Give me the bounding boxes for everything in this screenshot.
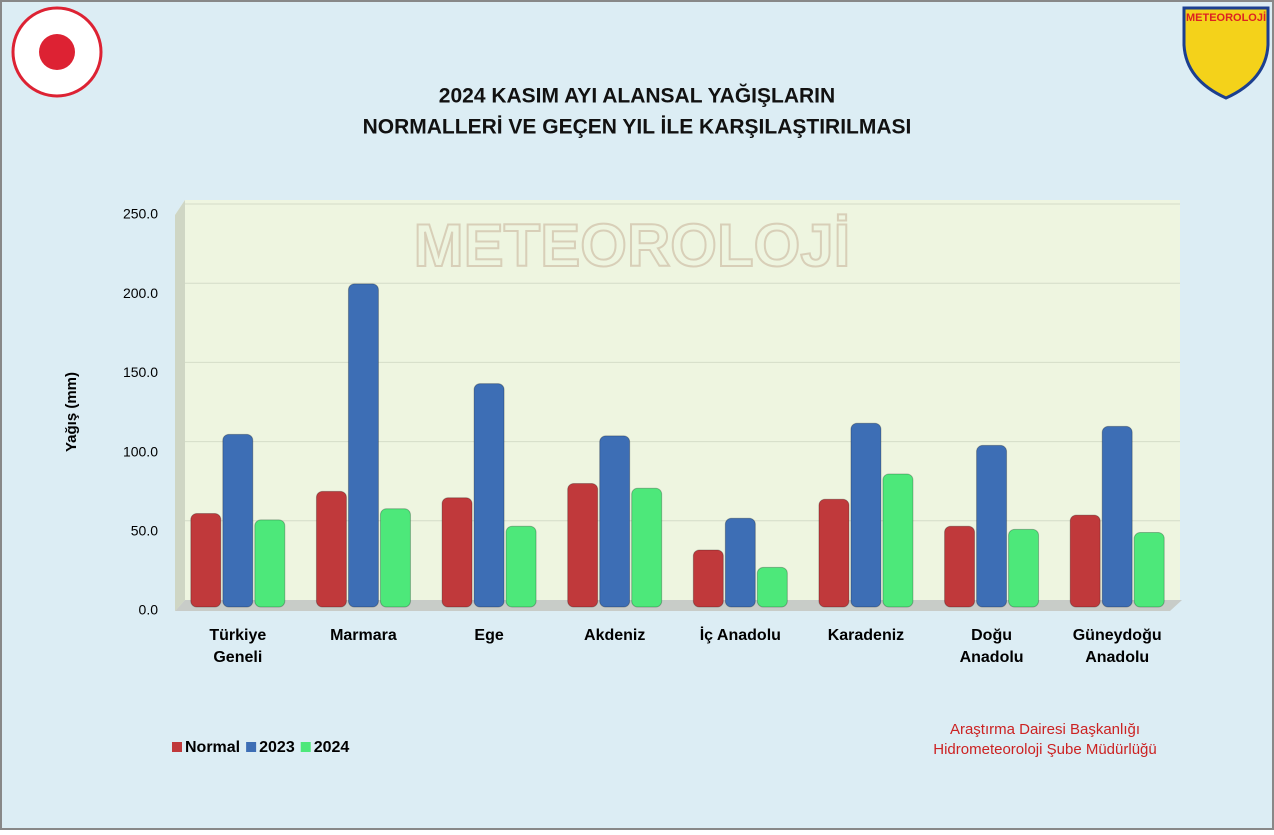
x-tick-label: Karadeniz — [828, 627, 904, 644]
bar — [944, 525, 976, 608]
x-tick-label: Marmara — [330, 627, 397, 644]
legend-swatch — [300, 742, 311, 752]
footer: Araştırma Dairesi Başkanlığı — [950, 721, 1140, 738]
bar — [882, 473, 914, 608]
bar — [567, 482, 599, 608]
y-tick-label: 150.0 — [123, 364, 158, 380]
chart-title: NORMALLERİ VE GEÇEN YIL İLE KARŞILAŞTIRI… — [363, 116, 912, 139]
y-axis-label: Yağış (mm) — [63, 372, 80, 452]
x-tick-label: Güneydoğu — [1073, 627, 1162, 644]
left-logo-core — [39, 34, 75, 70]
legend-swatch — [246, 742, 257, 752]
bar — [1069, 514, 1101, 608]
plot-area — [175, 200, 1180, 611]
bar — [254, 519, 286, 608]
y-tick-label: 100.0 — [123, 443, 158, 459]
bar — [1101, 425, 1133, 608]
x-tick-label: Geneli — [213, 649, 262, 666]
bar — [1008, 528, 1040, 608]
bar — [1133, 532, 1165, 608]
bar — [976, 444, 1008, 608]
legend-label: 2023 — [259, 739, 295, 756]
bar — [850, 422, 882, 608]
logo-text: METEOROLOJİ — [1186, 11, 1266, 24]
x-tick-label: Ege — [474, 627, 503, 644]
x-tick-label: Akdeniz — [584, 627, 645, 644]
footer: Hidrometeoroloji Şube Müdürlüğü — [933, 741, 1156, 758]
bar — [756, 566, 788, 608]
y-tick-label: 50.0 — [131, 523, 158, 539]
bar — [222, 433, 254, 608]
bar — [724, 517, 756, 608]
bar — [505, 525, 537, 608]
side-wall — [175, 200, 185, 611]
bar — [473, 383, 505, 608]
bar — [379, 508, 411, 608]
bar — [347, 283, 379, 608]
x-tick-label: Türkiye — [209, 627, 266, 644]
y-tick-label: 200.0 — [123, 285, 158, 301]
x-tick-label: Doğu — [971, 627, 1012, 644]
floor — [175, 600, 1182, 611]
bar — [599, 435, 631, 608]
y-tick-label: 250.0 — [123, 206, 158, 222]
bar — [441, 497, 473, 608]
bar — [818, 498, 850, 608]
x-tick-label: Anadolu — [960, 649, 1024, 666]
legend-label: Normal — [185, 739, 240, 756]
x-tick-label: Anadolu — [1085, 649, 1149, 666]
bar — [190, 513, 222, 608]
chart-title: 2024 KASIM AYI ALANSAL YAĞIŞLARIN — [439, 84, 835, 108]
legend-swatch — [172, 742, 182, 752]
watermark: METEOROLOJİ — [414, 212, 851, 279]
bar — [631, 487, 663, 608]
bar — [315, 490, 347, 608]
legend-label: 2024 — [314, 739, 350, 756]
y-tick-label: 0.0 — [139, 602, 159, 618]
bar — [692, 549, 724, 608]
x-tick-label: İç Anadolu — [700, 626, 781, 644]
right-logo — [1182, 6, 1270, 100]
